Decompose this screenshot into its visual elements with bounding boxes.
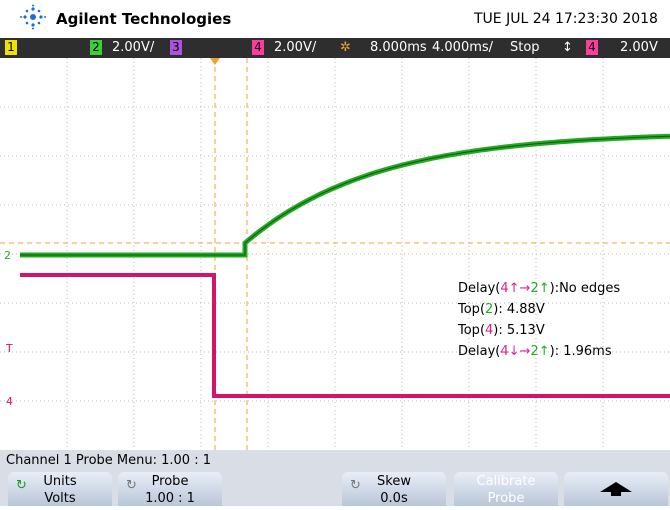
measurement-part: Top( [458,302,486,317]
softkey-label: Skew [377,474,411,489]
delay: 8.000ms [370,40,427,55]
trigger-mode: ↕ [562,40,573,55]
softkey[interactable]: ↻ Skew 0.0s [342,472,446,506]
softkey-menu: Channel 1 Probe Menu: 1.00 : 1 ↻ Units Vol… [0,450,670,506]
measurement-part: 4 [500,344,509,359]
measurement-part: 2 [530,344,539,359]
ch3-indicator[interactable]: 3 [170,40,182,55]
measurement-part: 4 [500,281,509,296]
measurement: Delay(4↓→2↑): 1.96ms [458,341,620,362]
trigger-marker: T [5,342,13,355]
measurements: Delay(4↑→2↑):No edges Top(2): 4.88V Top(4)… [458,278,620,362]
measurement-part: Top( [458,323,486,338]
status-bar: 1 2 2.00V/ 3 4 2.00V/ ✲ 8.000ms 4.000ms/… [0,38,670,58]
softkey[interactable]: ↻ Probe 1.00 : 1 [118,472,222,506]
run-state: Stop [510,40,540,55]
trigger-source: 4 [586,40,598,55]
ch2-indicator[interactable]: 2 [90,40,102,55]
ch4-scale: 2.00V/ [274,40,317,55]
measurement-part: 2 [485,302,494,317]
logo [20,4,46,30]
trigger-level: 2.00V [620,40,658,55]
measurement-part: ):No edges [549,281,621,296]
measurement-part: ): 4.88V [493,302,545,317]
ch2-scale: 2.00V/ [112,40,155,55]
ch4-marker: 4 [6,395,13,408]
ch4-indicator[interactable]: 4 [252,40,264,55]
softkey-value: Volts [44,491,76,506]
header: Agilent Technologies TUE JUL 24 17:23:30… [0,0,670,38]
softkey-value: 1.00 : 1 [145,491,195,506]
measurement-part: ↑ [538,344,550,359]
measurement-part: ↓→ [508,344,531,359]
measurement: Top(2): 4.88V [458,299,620,320]
ch2-marker: 2 [4,249,11,262]
softkey-label: Probe [151,474,189,489]
softkey-label: Units [43,474,77,489]
ch4-trace [20,273,670,398]
measurement-part: ): 5.13V [493,323,545,338]
measurement-part: ↑→ [508,281,531,296]
measurement: Top(4): 5.13V [458,320,620,341]
ch2-trace [20,133,670,258]
measurement-part: Delay( [458,344,501,359]
measurement: Delay(4↑→2↑):No edges [458,278,620,299]
softkey[interactable]: Calibrate Probe [454,472,558,506]
datetime: TUE JUL 24 17:23:30 2018 [474,11,658,27]
measurement-part: 2 [530,281,539,296]
graticule: 2 T 4 [0,58,670,450]
measurement-part: ↑ [538,281,550,296]
measurement-part: ): 1.96ms [549,344,612,359]
menu-title: Channel 1 Probe Menu: 1.00 : 1 [6,453,211,468]
softkey-label: Calibrate [476,474,536,489]
softkey-value: Probe [487,491,525,506]
measurement-part: Delay( [458,281,501,296]
softkey-back[interactable] [564,472,668,506]
softkey-value: 0.0s [380,491,408,506]
ch2-trace-edge [20,135,670,256]
brand: Agilent Technologies [56,10,232,28]
ch1-indicator[interactable]: 1 [5,40,17,55]
softkey[interactable]: ↻ Units Volts [8,472,112,506]
timebase: 4.000ms/ [432,40,494,55]
trigger-icon: ✲ [340,40,351,55]
measurement-part: 4 [485,323,494,338]
trigger-position [210,58,220,65]
